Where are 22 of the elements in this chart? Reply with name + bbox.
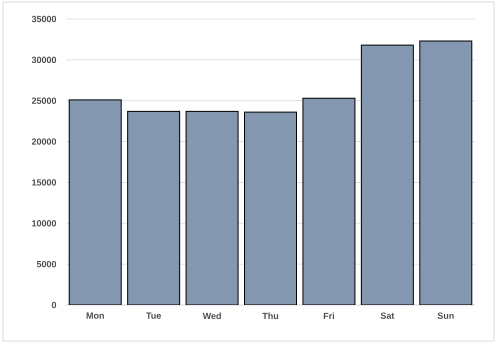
x-tick-label: Tue <box>146 312 161 319</box>
x-tick-label: Wed <box>202 312 221 320</box>
y-tick-label: 5000 <box>36 260 56 268</box>
bar <box>127 110 180 305</box>
bar <box>302 98 356 305</box>
bar <box>186 110 239 305</box>
bar <box>419 40 472 305</box>
y-tick-label: 0 <box>52 302 56 308</box>
bar <box>68 99 122 305</box>
x-tick-label: Sat <box>380 312 394 319</box>
x-tick-label: Thu <box>262 312 278 320</box>
y-tick-label: 30000 <box>32 56 56 64</box>
y-tick-label: 15000 <box>32 179 56 186</box>
bar <box>360 44 414 305</box>
bar <box>244 112 298 305</box>
y-tick-label: 10000 <box>32 220 56 226</box>
x-tick-label: Sun <box>438 312 454 319</box>
x-tick-label: Mon <box>86 312 104 319</box>
x-tick-label: Fri <box>324 312 334 320</box>
y-tick-label: 25000 <box>32 98 56 104</box>
y-tick-label: 35000 <box>32 16 56 22</box>
y-tick-label: 20000 <box>32 138 56 145</box>
